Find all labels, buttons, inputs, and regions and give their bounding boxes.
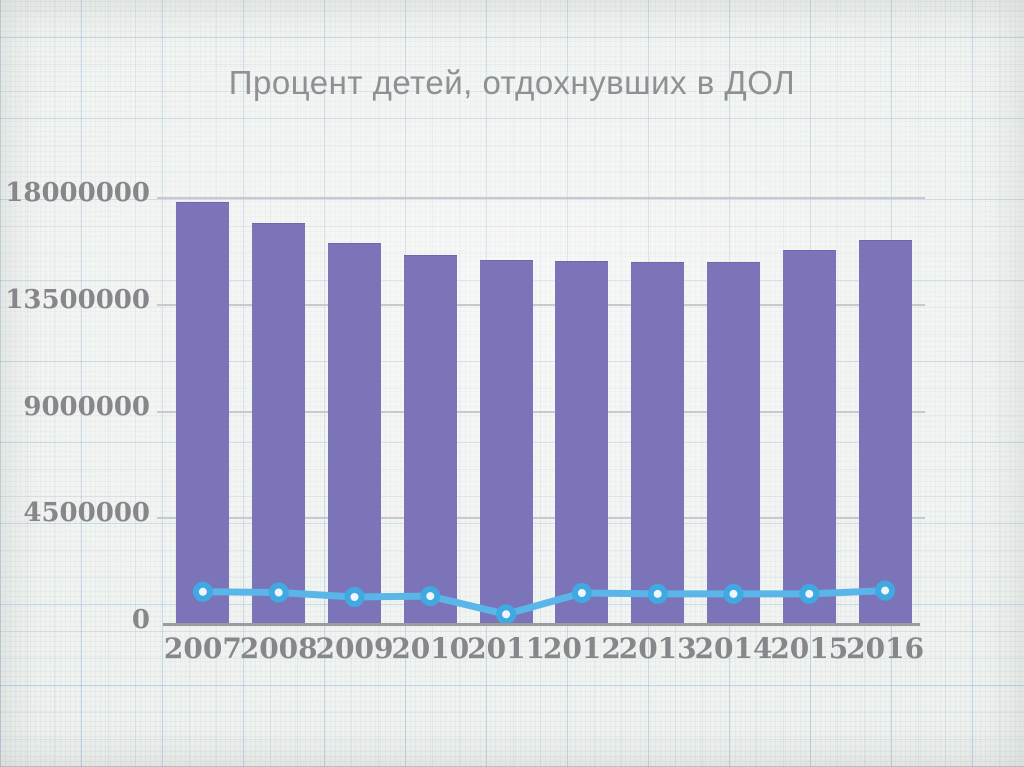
chart-plot-area [157, 197, 925, 625]
line-point-2013 [647, 583, 668, 604]
line-point-2015 [799, 583, 820, 604]
y-tick-label: 18000000 [5, 178, 150, 208]
y-tick-label: 13500000 [5, 284, 150, 315]
x-tick-label-2009: 2009 [315, 632, 394, 665]
line-point-2009 [344, 587, 365, 607]
bar-2014 [707, 262, 760, 625]
chart-title: Процент детей, отдохнувших в ДОЛ [228, 64, 796, 101]
line-point-2008 [268, 582, 289, 603]
bar-2011 [479, 259, 533, 625]
line-point-2012 [571, 583, 592, 603]
gridline [157, 197, 925, 199]
x-axis-line [163, 623, 920, 626]
line-point-2014 [723, 583, 744, 604]
x-tick-label-2016: 2016 [846, 632, 925, 665]
x-tick-label-2015: 2015 [770, 632, 849, 665]
x-tick-label-2011: 2011 [467, 632, 546, 665]
bar-2015 [782, 250, 836, 625]
x-tick-label-2007: 2007 [163, 632, 242, 665]
line-series [192, 580, 896, 625]
bar-2009 [328, 243, 381, 625]
x-tick-label-2012: 2012 [542, 632, 621, 665]
bar-2016 [858, 239, 912, 625]
gridline [157, 303, 925, 306]
gridline [157, 517, 925, 520]
x-tick-label-2010: 2010 [391, 632, 470, 665]
x-tick-label-2008: 2008 [239, 632, 318, 665]
bar-2010 [403, 255, 457, 625]
bar-2012 [555, 261, 609, 625]
line-point-2011 [496, 604, 517, 625]
x-tick-label-2014: 2014 [694, 632, 773, 665]
bar-2013 [631, 262, 685, 625]
y-tick-label: 4500000 [23, 498, 150, 529]
gridline [157, 410, 925, 413]
bar-2008 [252, 223, 306, 625]
bar-2007 [176, 201, 230, 625]
y-tick-label: 9000000 [23, 391, 150, 422]
line-point-2016 [875, 580, 896, 601]
x-tick-label-2013: 2013 [618, 632, 697, 665]
line-point-2007 [192, 581, 213, 602]
line-point-2010 [420, 586, 441, 607]
line-path [199, 587, 889, 618]
y-tick-label: 0 [131, 605, 150, 635]
